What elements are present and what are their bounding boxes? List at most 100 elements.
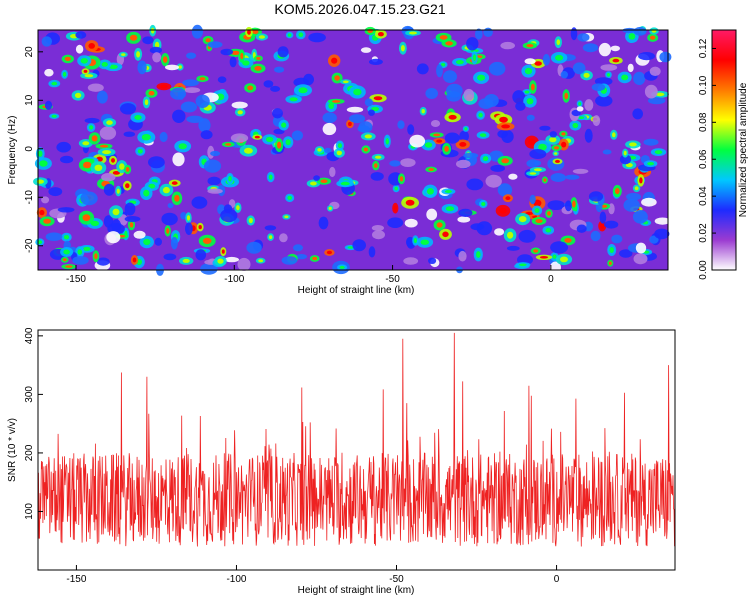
x-tick-label: -100 bbox=[224, 274, 244, 285]
heatmap-cell bbox=[94, 164, 103, 171]
heatmap-cell bbox=[534, 160, 542, 167]
heatmap-cell bbox=[375, 155, 382, 159]
heatmap-cell bbox=[445, 41, 453, 46]
heatmap-cell bbox=[336, 150, 342, 156]
heatmap-cell bbox=[426, 208, 438, 221]
heatmap-cell bbox=[199, 77, 206, 81]
heatmap-cell bbox=[360, 47, 372, 53]
heatmap-cell bbox=[207, 188, 223, 194]
snr-frame bbox=[37, 329, 676, 571]
heatmap-cell bbox=[456, 60, 464, 65]
heatmap-cell bbox=[578, 102, 582, 106]
y-tick-label: 10 bbox=[24, 94, 35, 106]
heatmap-cell bbox=[649, 66, 661, 77]
heatmap-cell bbox=[62, 258, 67, 262]
heatmap-cell bbox=[525, 211, 534, 215]
heatmap-cell bbox=[610, 45, 620, 52]
heatmap-cell bbox=[463, 88, 475, 102]
heatmap-cell bbox=[426, 188, 434, 195]
heatmap-cell bbox=[409, 134, 426, 148]
heatmap-cell bbox=[499, 207, 507, 214]
heatmap-cell bbox=[535, 219, 543, 223]
heatmap-cell bbox=[400, 45, 405, 52]
heatmap-cell bbox=[281, 256, 298, 265]
heatmap-cell bbox=[284, 215, 289, 219]
heatmap-cell bbox=[463, 152, 479, 159]
heatmap-cell bbox=[564, 238, 572, 243]
heatmap-cell bbox=[116, 188, 120, 194]
heatmap-y-axis-label: Frequency (Hz) bbox=[7, 116, 18, 185]
heatmap-cell bbox=[142, 36, 154, 45]
heatmap-cell bbox=[501, 124, 510, 129]
heatmap-cell bbox=[75, 31, 87, 39]
heatmap-cell bbox=[332, 100, 341, 103]
heatmap-cell bbox=[337, 143, 342, 149]
heatmap-cell bbox=[533, 249, 539, 253]
heatmap-cell bbox=[497, 183, 513, 197]
heatmap-cell bbox=[385, 138, 389, 145]
heatmap-cell bbox=[149, 46, 162, 54]
heatmap-cell bbox=[485, 174, 502, 188]
heatmap-cell bbox=[572, 122, 579, 129]
heatmap-cell bbox=[555, 159, 560, 163]
heatmap-cell bbox=[363, 147, 369, 152]
heatmap-cell bbox=[308, 32, 326, 43]
heatmap-cell bbox=[483, 27, 493, 37]
heatmap-cell bbox=[159, 131, 168, 143]
heatmap-cell bbox=[584, 128, 593, 143]
heatmap-cell bbox=[534, 61, 542, 66]
heatmap-cell bbox=[51, 114, 57, 118]
heatmap-cell bbox=[112, 171, 120, 175]
heatmap-cell bbox=[420, 239, 429, 245]
heatmap-cell bbox=[550, 173, 566, 182]
heatmap-cell bbox=[328, 206, 332, 210]
heatmap-cell bbox=[439, 35, 448, 40]
heatmap-cell bbox=[659, 51, 672, 63]
heatmap-cell bbox=[87, 83, 104, 92]
colorbar-tick-label: 0.00 bbox=[698, 260, 709, 280]
heatmap-cell bbox=[623, 198, 640, 212]
heatmap-cell bbox=[220, 48, 234, 56]
heatmap-x-axis-label: Height of straight line (km) bbox=[298, 285, 415, 296]
heatmap-cell bbox=[477, 74, 486, 81]
heatmap-cell bbox=[632, 210, 648, 224]
heatmap-cell bbox=[57, 207, 75, 213]
heatmap-cell bbox=[466, 37, 479, 51]
heatmap-cell bbox=[48, 187, 63, 197]
heatmap-cell bbox=[82, 141, 90, 146]
heatmap-cell bbox=[448, 114, 457, 120]
heatmap-cell bbox=[151, 27, 155, 34]
heatmap-cell bbox=[143, 238, 151, 246]
heatmap-cell bbox=[162, 186, 170, 194]
heatmap-cell bbox=[373, 96, 383, 101]
heatmap-cell bbox=[564, 92, 568, 100]
heatmap-cell bbox=[534, 208, 540, 213]
heatmap-cell bbox=[101, 173, 116, 182]
heatmap-cell bbox=[457, 216, 471, 223]
heatmap-cell bbox=[590, 230, 601, 242]
heatmap-cell bbox=[352, 239, 367, 252]
heatmap-cell bbox=[529, 149, 547, 159]
heatmap-cell bbox=[51, 81, 58, 86]
heatmap-cell bbox=[270, 85, 281, 92]
heatmap-y-ticks: -20 -10 0 10 20 bbox=[24, 46, 43, 253]
heatmap-cell bbox=[576, 106, 584, 112]
heatmap-cell bbox=[370, 172, 384, 181]
heatmap-cell bbox=[545, 227, 552, 233]
heatmap-cell bbox=[482, 156, 489, 162]
heatmap-cell bbox=[322, 122, 337, 136]
heatmap-cell bbox=[654, 217, 671, 225]
heatmap-cell bbox=[248, 217, 253, 224]
heatmap-cell bbox=[102, 150, 112, 155]
heatmap-cell bbox=[119, 163, 125, 170]
heatmap-cell bbox=[583, 72, 590, 78]
heatmap-cell bbox=[353, 88, 362, 96]
heatmap-cell bbox=[515, 101, 526, 111]
heatmap-cell bbox=[111, 158, 115, 163]
heatmap-cell bbox=[364, 98, 373, 107]
heatmap-cell bbox=[374, 163, 378, 169]
heatmap-cell bbox=[106, 231, 121, 244]
heatmap-cell bbox=[125, 183, 130, 189]
heatmap-cell bbox=[82, 246, 91, 251]
colorbar-tick-label: 0.08 bbox=[698, 112, 709, 132]
